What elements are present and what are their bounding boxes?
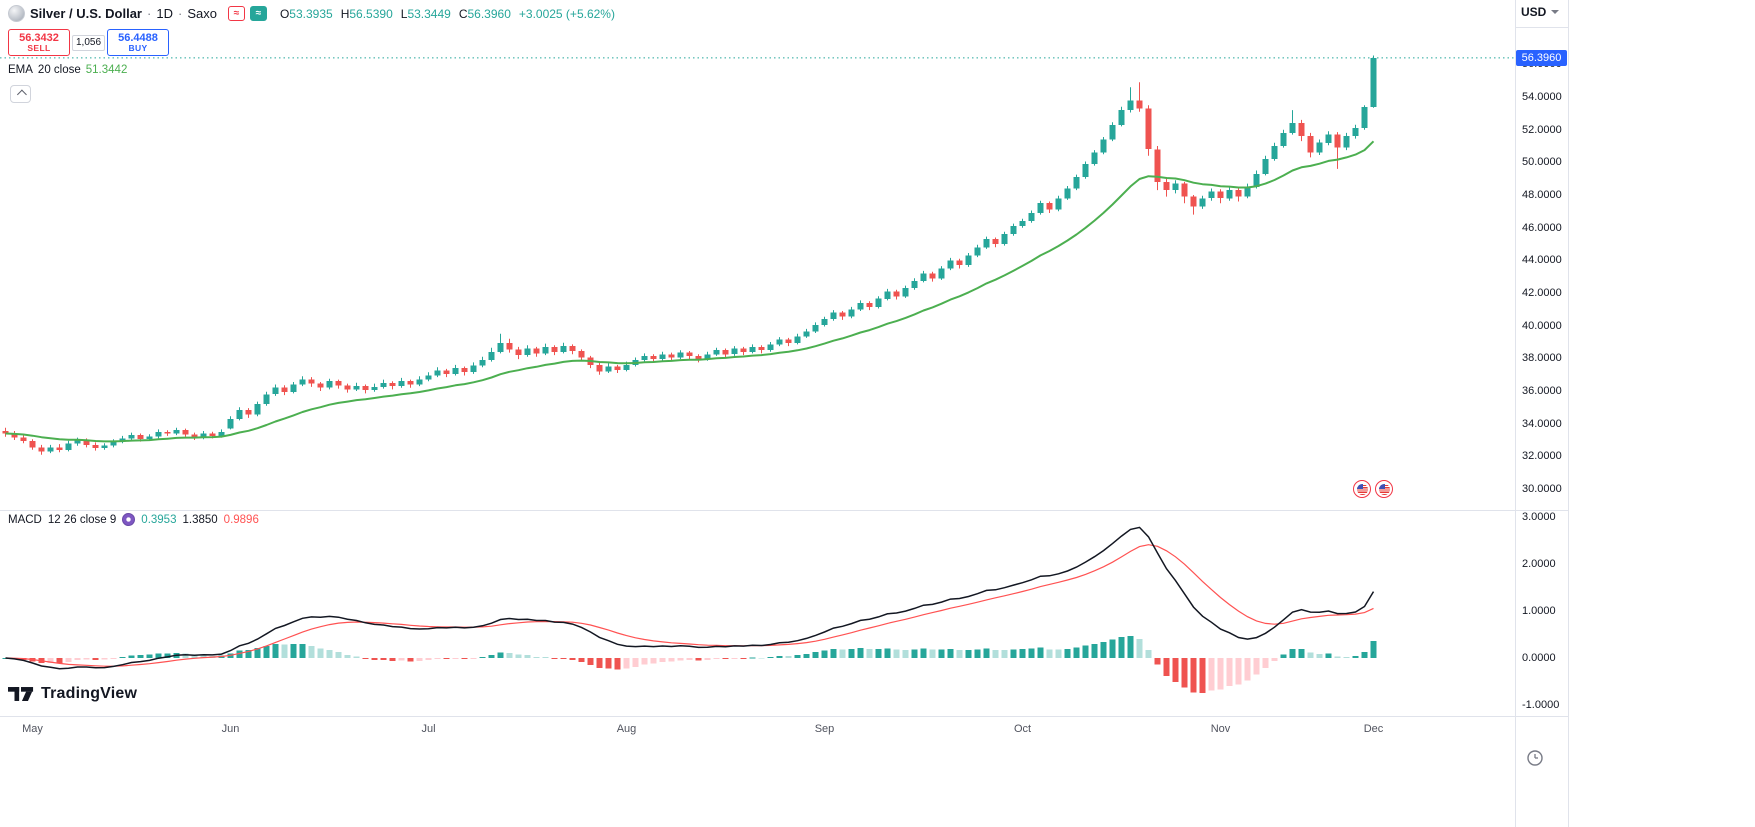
time-tick-label: May bbox=[22, 723, 43, 735]
us-flag-icon bbox=[1356, 483, 1368, 495]
sell-button[interactable]: 56.3432 SELL bbox=[8, 29, 70, 56]
tradingview-logo[interactable]: TradingView bbox=[8, 684, 137, 704]
time-tick-label: Aug bbox=[616, 723, 637, 735]
buy-price: 56.4488 bbox=[118, 31, 158, 44]
time-tick-label: Oct bbox=[1013, 723, 1032, 735]
price-tick-label: 30.0000 bbox=[1522, 483, 1562, 495]
buy-button[interactable]: 56.4488 BUY bbox=[107, 29, 170, 56]
price-tick-label: 34.0000 bbox=[1522, 417, 1562, 430]
macd-signal-value: 0.9896 bbox=[223, 513, 259, 526]
price-tick-label: 54.0000 bbox=[1522, 91, 1562, 103]
macd-line-value: 1.3850 bbox=[182, 513, 218, 526]
chevron-up-icon bbox=[16, 89, 27, 99]
open-group: O53.3935 bbox=[279, 6, 333, 21]
price-tick-label: 42.0000 bbox=[1522, 287, 1562, 299]
macd-legend: MACD 12 26 close 9 0.3953 1.3850 0.9896 bbox=[8, 513, 259, 526]
silver-instrument-icon bbox=[8, 5, 25, 22]
ema-params: 20 close bbox=[37, 64, 81, 76]
macd-tick-label: 3.0000 bbox=[1522, 511, 1556, 523]
buy-label: BUY bbox=[128, 42, 148, 53]
tradingview-logo-text: TradingView bbox=[41, 685, 138, 702]
spread-value: 1,056 bbox=[72, 34, 106, 51]
open-value: 53.3935 bbox=[289, 6, 333, 21]
price-tick-label: 46.0000 bbox=[1522, 221, 1562, 234]
exchange-label: Saxo bbox=[187, 6, 217, 21]
trade-panel: 56.3432 SELL 1,056 56.4488 BUY bbox=[8, 29, 170, 56]
currency-label: USD bbox=[1521, 5, 1547, 19]
price-tick-label: 48.0000 bbox=[1522, 189, 1562, 201]
sell-price: 56.3432 bbox=[19, 31, 59, 44]
time-tick-label: Dec bbox=[1363, 723, 1384, 735]
time-tick-label: Sep bbox=[814, 723, 835, 735]
macd-hist-value: 0.3953 bbox=[141, 513, 177, 526]
macd-tick-label: 1.0000 bbox=[1522, 605, 1556, 617]
price-tick-label: 32.0000 bbox=[1522, 450, 1562, 463]
high-group: H56.5390 bbox=[340, 6, 393, 21]
price-tick-label: 44.0000 bbox=[1522, 254, 1562, 267]
high-value: 56.5390 bbox=[349, 6, 393, 21]
low-value: 53.3449 bbox=[407, 6, 451, 21]
ema-value: 51.3442 bbox=[85, 64, 128, 76]
macd-tick-label: -1.0000 bbox=[1522, 699, 1560, 711]
separator-dot: · bbox=[147, 6, 152, 21]
time-axis[interactable]: May Jun Jul Aug Sep Oct Nov Dec bbox=[0, 716, 1568, 827]
right-spacer-panel bbox=[1568, 0, 1755, 827]
bid-line-toggle-icon[interactable]: ≈ bbox=[227, 6, 245, 21]
close-value: 56.3960 bbox=[467, 6, 511, 21]
symbol-header: Silver / U.S. Dollar · 1D · Saxo ≈ ≈ O53… bbox=[8, 5, 615, 22]
last-price-badge: 56.3960 bbox=[1516, 49, 1567, 66]
macd-params: 12 26 close 9 bbox=[47, 513, 117, 526]
chart-canvas[interactable] bbox=[0, 0, 1568, 827]
macd-title: MACD bbox=[8, 513, 42, 526]
macd-tick-label: 0.0000 bbox=[1522, 652, 1556, 664]
macd-tick-label: 2.0000 bbox=[1522, 558, 1556, 570]
collapse-legend-button[interactable] bbox=[10, 85, 31, 103]
sell-label: SELL bbox=[27, 42, 51, 53]
economic-event-markers bbox=[1353, 480, 1393, 498]
time-tick-label: Jul bbox=[421, 723, 436, 735]
ohlc-values: O53.3935 H56.5390 L53.3449 C56.3960 +3.0… bbox=[280, 7, 615, 21]
time-tick-label: Nov bbox=[1210, 723, 1231, 735]
low-group: L53.3449 bbox=[400, 6, 451, 21]
time-tick-label: Jun bbox=[221, 723, 240, 735]
us-economic-event-icon[interactable] bbox=[1375, 480, 1393, 498]
us-economic-event-icon[interactable] bbox=[1353, 480, 1371, 498]
close-group: C56.3960 bbox=[458, 6, 511, 21]
chevron-down-icon bbox=[1551, 10, 1560, 14]
price-axis[interactable]: 56.3960 56.000054.000052.000050.000048.0… bbox=[1516, 0, 1568, 716]
price-tick-label: 50.0000 bbox=[1522, 156, 1562, 169]
clock-icon[interactable] bbox=[1526, 749, 1544, 767]
price-tick-label: 40.0000 bbox=[1522, 319, 1562, 332]
ema-title: EMA bbox=[8, 64, 33, 76]
us-flag-icon bbox=[1378, 483, 1390, 495]
change-value: +3.0025 (+5.62%) bbox=[518, 6, 615, 21]
ema-legend: EMA 20 close 51.3442 bbox=[8, 64, 127, 76]
price-tick-label: 38.0000 bbox=[1522, 352, 1562, 365]
symbol-name[interactable]: Silver / U.S. Dollar bbox=[30, 6, 142, 21]
ask-line-toggle-icon[interactable]: ≈ bbox=[249, 6, 267, 21]
tradingview-logo-mark bbox=[8, 687, 34, 701]
price-tick-label: 36.0000 bbox=[1522, 385, 1562, 397]
currency-selector[interactable]: USD bbox=[1521, 5, 1560, 19]
price-tick-label: 52.0000 bbox=[1522, 123, 1562, 136]
separator-dot: · bbox=[177, 6, 183, 21]
macd-source-icon bbox=[122, 513, 136, 526]
interval-label[interactable]: 1D bbox=[156, 6, 173, 21]
